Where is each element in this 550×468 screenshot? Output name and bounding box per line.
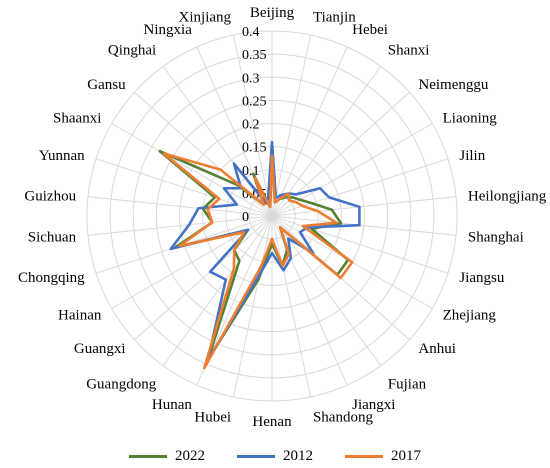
radial-tick-label: 0 bbox=[242, 210, 249, 225]
grid-spoke bbox=[233, 215, 273, 398]
category-label: Jiangsu bbox=[459, 270, 505, 286]
radial-tick-label: 0.2 bbox=[242, 118, 260, 133]
legend-swatch bbox=[129, 454, 167, 458]
grid-spoke bbox=[271, 34, 311, 217]
category-label: Shandong bbox=[313, 410, 374, 426]
radial-tick-label: 0.15 bbox=[242, 141, 267, 156]
category-label: Heilongjiang bbox=[468, 188, 547, 204]
radial-tick-label: 0.3 bbox=[242, 71, 260, 86]
grid-spoke bbox=[87, 196, 273, 217]
category-label: Jilin bbox=[459, 148, 485, 164]
category-label: Hubei bbox=[194, 410, 231, 426]
radar-series bbox=[158, 140, 361, 370]
category-label: Xinjiang bbox=[179, 9, 232, 25]
category-label: Qinghai bbox=[108, 43, 156, 59]
category-label: Liaoning bbox=[443, 111, 498, 127]
legend-swatch bbox=[237, 454, 275, 458]
category-label: Hebei bbox=[352, 22, 388, 38]
grid-spoke bbox=[271, 215, 457, 236]
grid-spoke bbox=[87, 215, 273, 236]
series-line-2017 bbox=[162, 152, 354, 370]
category-label: Hainan bbox=[58, 308, 102, 324]
grid-spoke bbox=[271, 66, 382, 217]
grid-spoke bbox=[271, 196, 457, 217]
series-line-2022 bbox=[158, 149, 350, 361]
grid-spoke bbox=[111, 123, 273, 217]
category-label: Neimenggu bbox=[418, 77, 488, 93]
grid-spoke bbox=[134, 91, 273, 217]
category-label: Fujian bbox=[388, 376, 427, 392]
category-label: Shanghai bbox=[468, 230, 524, 246]
grid-spoke bbox=[271, 215, 449, 274]
category-label: Sichuan bbox=[28, 230, 77, 246]
category-label: Henan bbox=[252, 414, 292, 430]
legend-label: 2017 bbox=[391, 447, 421, 464]
category-label: Anhui bbox=[418, 341, 456, 357]
radial-tick-label: 0.35 bbox=[242, 48, 267, 63]
category-label: Hunan bbox=[152, 397, 192, 413]
legend-item: 2017 bbox=[345, 446, 421, 466]
grid-spoke bbox=[162, 66, 273, 217]
category-label: Tianjin bbox=[313, 9, 356, 25]
grid-spoke bbox=[134, 215, 273, 341]
grid-spoke bbox=[233, 34, 273, 217]
category-label: Guizhou bbox=[24, 188, 76, 204]
legend-label: 2022 bbox=[175, 447, 205, 464]
category-label: Guangxi bbox=[74, 341, 126, 357]
legend-label: 2012 bbox=[283, 447, 313, 464]
series-line-2012 bbox=[169, 140, 361, 361]
category-label: Guangdong bbox=[86, 376, 156, 392]
category-label: Ningxia bbox=[144, 22, 193, 38]
category-label: Yunnan bbox=[39, 148, 85, 164]
chart-legend: 2022 2012 2017 bbox=[0, 446, 550, 466]
radar-chart: 00.050.10.150.20.250.30.350.4 Beijing Tia… bbox=[18, 5, 547, 430]
category-label: Jiangxi bbox=[352, 397, 395, 413]
grid-spoke bbox=[95, 158, 273, 217]
radial-tick-label: 0.25 bbox=[242, 94, 267, 109]
category-label: Beijing bbox=[250, 5, 295, 21]
grid-spoke bbox=[162, 215, 273, 366]
grid-spoke bbox=[271, 215, 311, 398]
radial-tick-label: 0.4 bbox=[242, 25, 260, 40]
legend-item: 2012 bbox=[237, 446, 313, 466]
category-label: Shaanxi bbox=[53, 111, 101, 127]
category-label: Gansu bbox=[87, 77, 126, 93]
legend-item: 2022 bbox=[129, 446, 205, 466]
category-label: Shanxi bbox=[388, 43, 430, 59]
grid-spoke bbox=[271, 46, 348, 217]
category-label: Zhejiang bbox=[443, 308, 497, 324]
category-label: Chongqing bbox=[18, 270, 85, 286]
legend-swatch bbox=[345, 454, 383, 458]
radar-spokes bbox=[87, 31, 457, 401]
